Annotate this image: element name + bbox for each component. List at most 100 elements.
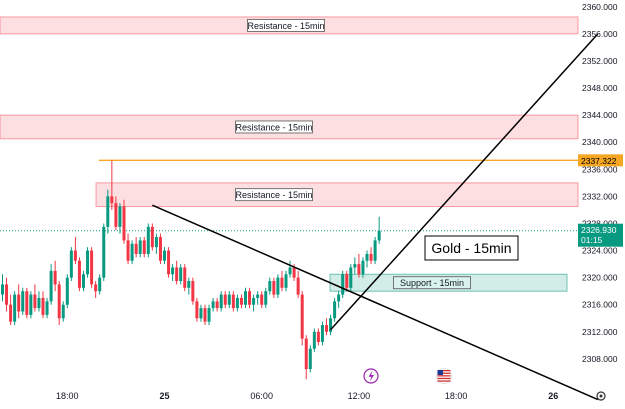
flag-stripe <box>437 380 451 382</box>
settings-gear-icon <box>596 391 606 401</box>
candle-body <box>175 267 179 282</box>
candle <box>235 294 239 312</box>
candle <box>187 277 191 295</box>
candle <box>337 291 341 309</box>
candle <box>73 237 77 265</box>
candle <box>365 250 369 268</box>
candle <box>199 304 203 322</box>
candle-body <box>308 348 312 370</box>
candle <box>227 291 231 309</box>
candle-body <box>329 318 333 332</box>
ascending-trendline <box>329 33 599 331</box>
candle <box>316 328 320 346</box>
y-tick-label: 2344.000 <box>582 110 618 120</box>
candle-body <box>9 304 13 322</box>
candle <box>260 291 264 309</box>
candle <box>134 237 138 258</box>
candle <box>308 345 312 373</box>
candle <box>179 264 183 285</box>
candle <box>300 291 304 346</box>
candle-body <box>199 308 203 319</box>
candle-body <box>337 294 341 302</box>
candle <box>21 287 25 315</box>
candle <box>373 237 377 265</box>
candle-body <box>300 294 304 339</box>
candle-body <box>304 338 308 370</box>
zone-label: Resistance - 15min <box>247 21 324 31</box>
candle-body <box>320 325 324 342</box>
candle <box>223 291 227 309</box>
candle <box>69 247 73 282</box>
x-tick-label: 18:00 <box>445 391 468 401</box>
candle <box>333 297 337 322</box>
candle <box>203 304 207 326</box>
candle <box>45 297 49 319</box>
lightning-icon-bolt <box>368 370 374 382</box>
candle-body <box>122 206 126 241</box>
candle-body <box>53 270 57 285</box>
annotation-text: Gold - 15min <box>431 240 511 256</box>
candle <box>17 284 21 319</box>
candle <box>106 189 110 234</box>
candle-body <box>223 294 227 305</box>
candle-body <box>29 294 33 315</box>
candle <box>341 270 345 298</box>
candle <box>110 160 114 210</box>
price-level-tag-text: 2337.322 <box>581 156 617 166</box>
candle <box>304 335 308 380</box>
candle-body <box>272 281 276 295</box>
candle-body <box>296 277 300 295</box>
candle-body <box>316 331 320 342</box>
candle <box>122 199 126 244</box>
zone-label-box <box>235 188 313 202</box>
candle-body <box>183 267 187 288</box>
candle-body <box>203 308 207 322</box>
candle-body <box>244 291 247 305</box>
current-price-text: 2326.930 <box>581 225 617 235</box>
candle-body <box>239 297 243 305</box>
candle-body <box>256 294 260 298</box>
flag-stripe <box>437 372 451 374</box>
candle-body <box>57 284 61 319</box>
candle-body <box>276 277 280 295</box>
candle-body <box>292 267 296 278</box>
candle <box>49 264 53 305</box>
candle-body <box>163 250 166 261</box>
candle-body <box>179 267 183 282</box>
y-tick-label: 2324.000 <box>582 246 618 256</box>
candle <box>284 270 288 292</box>
candle <box>211 297 215 312</box>
candle <box>57 281 61 326</box>
candle <box>248 287 252 309</box>
candle-body <box>158 237 162 261</box>
x-tick-label: 12:00 <box>348 391 371 401</box>
candle <box>77 257 81 292</box>
candle-body <box>138 240 142 254</box>
candle-body <box>106 196 110 227</box>
candle <box>288 260 292 278</box>
candle-body <box>312 331 316 349</box>
candle-body <box>353 264 357 268</box>
candle-body <box>235 297 239 309</box>
candle <box>37 291 41 312</box>
candle-body <box>154 237 158 248</box>
candle-body <box>231 294 235 309</box>
candle-body <box>325 325 328 332</box>
candle <box>94 281 98 298</box>
gear-center <box>599 394 603 398</box>
zone-label: Resistance - 15min <box>235 190 312 200</box>
candle-body <box>21 291 25 312</box>
candle-body <box>146 226 150 254</box>
candle <box>25 287 29 319</box>
candle-body <box>86 250 90 275</box>
candle-body <box>13 294 17 322</box>
candle-body <box>195 301 199 319</box>
candle-body <box>211 301 215 309</box>
x-tick-label: 26 <box>548 391 558 401</box>
candle <box>296 270 300 298</box>
candle-body <box>373 240 377 261</box>
zone-label-box <box>247 18 325 32</box>
candle <box>90 247 94 288</box>
candle <box>158 233 162 265</box>
flag-stripe <box>437 370 451 372</box>
